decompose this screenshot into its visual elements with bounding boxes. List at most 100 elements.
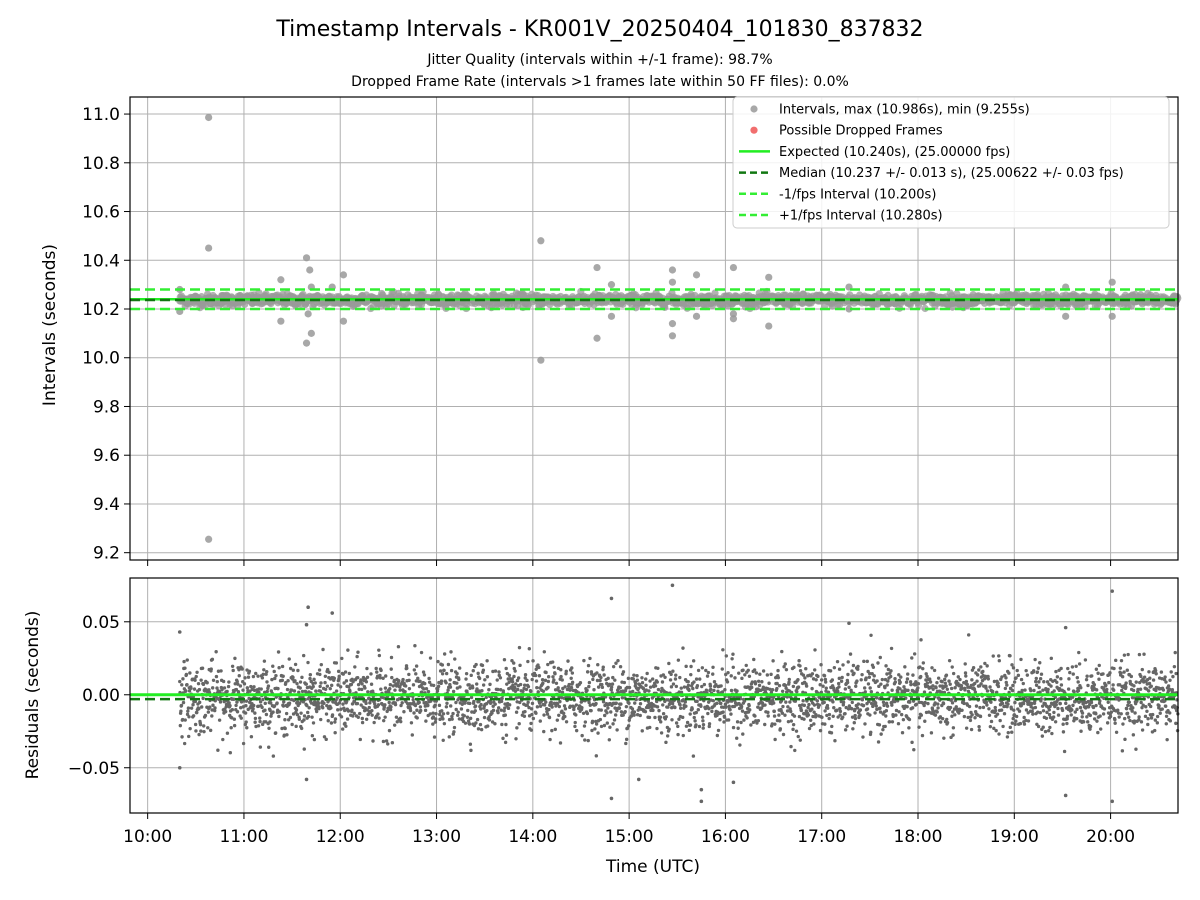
residual-point xyxy=(668,678,673,682)
residual-point xyxy=(623,709,627,714)
residual-point xyxy=(541,689,546,693)
residual-point xyxy=(563,714,567,719)
residual-point xyxy=(791,727,795,732)
residual-point xyxy=(871,665,876,669)
residual-point xyxy=(816,674,820,679)
residual-point xyxy=(659,720,663,724)
residual-point xyxy=(422,673,427,677)
residual-point xyxy=(855,706,860,710)
residual-point xyxy=(638,713,642,718)
residual-point xyxy=(905,677,910,681)
residual-point xyxy=(856,664,860,669)
residual-point xyxy=(449,668,454,673)
residual-point xyxy=(434,717,438,721)
residual-point xyxy=(863,690,867,694)
residual-point xyxy=(619,710,624,714)
residual-point xyxy=(944,684,948,688)
residual-point xyxy=(500,722,504,727)
residual-point xyxy=(951,671,956,676)
residual-point xyxy=(808,718,813,722)
residual-point xyxy=(653,684,658,688)
residual-point xyxy=(311,721,316,725)
residual-point xyxy=(872,674,876,678)
residual-point xyxy=(999,708,1004,712)
chart-title: Timestamp Intervals - KR001V_20250404_10… xyxy=(275,17,923,42)
residual-point xyxy=(894,713,898,717)
residual-point xyxy=(1011,666,1016,670)
residual-point xyxy=(593,727,597,731)
residual-point xyxy=(601,700,606,704)
residual-point xyxy=(987,707,991,711)
residual-point xyxy=(869,730,873,735)
residual-point xyxy=(723,687,727,692)
residual-point xyxy=(442,668,446,673)
residual-point xyxy=(821,684,825,688)
interval-outlier-point xyxy=(729,263,738,272)
residual-point xyxy=(333,720,337,724)
residual-point xyxy=(547,707,551,712)
residual-point xyxy=(448,678,452,682)
residual-point xyxy=(298,680,303,684)
residual-point xyxy=(574,728,579,733)
residual-point xyxy=(407,686,412,691)
residual-point xyxy=(284,711,289,716)
residual-point xyxy=(963,688,967,692)
residual-point xyxy=(383,686,388,690)
residual-point xyxy=(893,680,898,684)
residual-point xyxy=(378,676,382,680)
residual-point xyxy=(372,720,376,725)
residual-point xyxy=(536,690,540,694)
residual-point xyxy=(515,726,519,730)
residual-point xyxy=(587,684,591,689)
residual-point xyxy=(832,706,836,710)
residual-point xyxy=(524,687,529,692)
residual-point xyxy=(591,677,595,682)
residual-point xyxy=(798,738,802,742)
residual-point xyxy=(590,719,595,724)
residual-point xyxy=(1011,683,1015,688)
residual-point xyxy=(312,737,317,742)
residual-point xyxy=(896,721,901,726)
residual-point xyxy=(468,716,473,721)
residual-point xyxy=(998,718,1002,723)
residual-point xyxy=(258,716,262,720)
residual-point xyxy=(480,689,484,693)
residual-point xyxy=(676,658,681,662)
residual-point xyxy=(598,678,602,683)
residual-point xyxy=(267,726,271,730)
residual-point xyxy=(310,734,315,738)
residual-point xyxy=(365,666,369,671)
residual-point xyxy=(743,673,747,677)
residual-point xyxy=(938,720,943,724)
residual-point xyxy=(596,663,600,667)
residual-point xyxy=(611,664,616,669)
residual-point xyxy=(948,682,952,686)
residual-point xyxy=(218,700,223,704)
residual-point xyxy=(265,689,269,694)
residual-point xyxy=(897,710,901,714)
residual-point xyxy=(414,664,419,668)
residual-point xyxy=(609,685,614,689)
residual-point xyxy=(197,687,202,692)
residual-point xyxy=(1010,663,1014,667)
residual-point xyxy=(795,690,799,694)
residual-point xyxy=(1034,683,1039,687)
residual-point xyxy=(830,678,835,682)
residual-point xyxy=(658,715,663,719)
residual-point xyxy=(823,680,828,684)
residual-point xyxy=(526,659,530,664)
residual-point xyxy=(277,710,282,714)
residual-point xyxy=(726,670,730,675)
residual-point xyxy=(664,740,668,745)
residual-point xyxy=(436,684,441,689)
residual-point xyxy=(865,659,869,664)
residual-point xyxy=(1001,724,1005,729)
residual-point xyxy=(207,688,211,692)
residual-point xyxy=(656,666,660,671)
residual-point xyxy=(413,644,417,648)
residual-point xyxy=(909,682,913,687)
residual-point xyxy=(729,674,733,678)
residual-point xyxy=(624,737,629,742)
residual-point xyxy=(931,687,935,691)
